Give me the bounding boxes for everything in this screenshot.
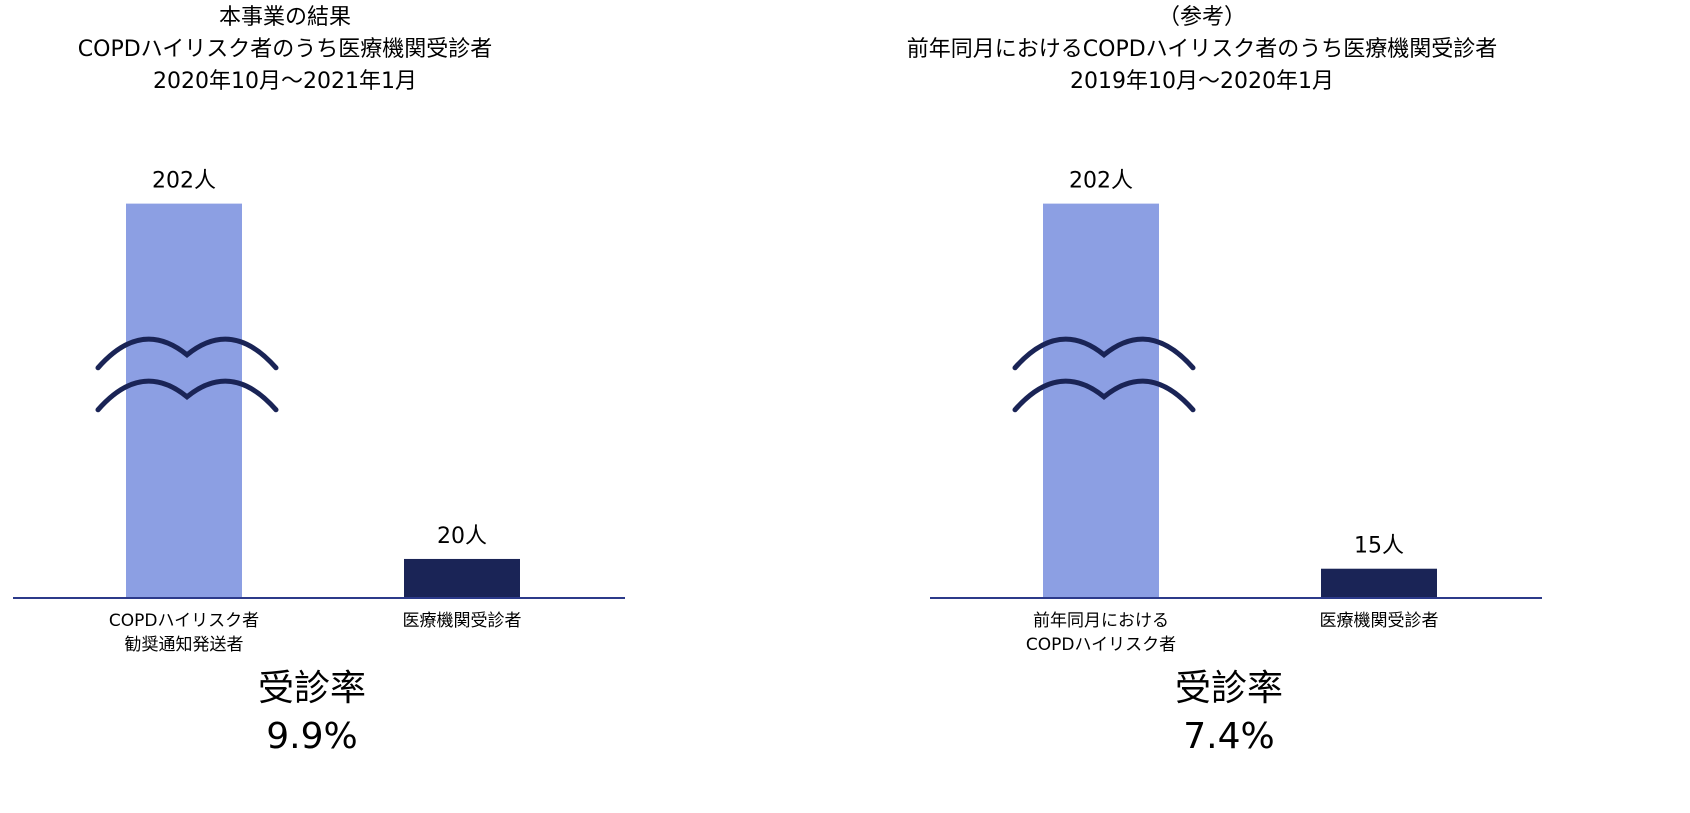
- x-tick-label: COPDハイリスク者勧奨通知発送者: [109, 611, 259, 655]
- value-label: 202人: [1069, 169, 1133, 194]
- x-tick-label: 医療機関受診者: [403, 611, 522, 631]
- chart-title: （参考）前年同月におけるCOPDハイリスク者のうち医療機関受診者 2019年10月…: [907, 5, 1497, 94]
- annotation-title: 受診率: [258, 668, 366, 709]
- annotation-value: 9.9%: [266, 716, 357, 757]
- value-label: 15人: [1354, 534, 1404, 559]
- bar: [404, 558, 520, 598]
- bar: [126, 203, 242, 598]
- axis-breaks: [95, 336, 1196, 413]
- break-wave: [95, 336, 279, 371]
- value-label: 20人: [437, 524, 487, 549]
- bar: [1321, 568, 1437, 598]
- bar: [1043, 203, 1159, 598]
- break-wave: [1012, 378, 1196, 413]
- chart-title: 本事業の結果 COPDハイリスク者のうち医療機関受診者 2020年10月～2021年…: [78, 5, 492, 94]
- annotation-value: 7.4%: [1183, 716, 1274, 757]
- x-tick-label: 医療機関受診者: [1320, 611, 1439, 631]
- break-wave: [95, 378, 279, 413]
- value-label: 202人: [152, 169, 216, 194]
- marks: 本事業の結果 COPDハイリスク者のうち医療機関受診者 2020年10月～2021年…: [13, 5, 1542, 757]
- x-tick-label: 前年同月における COPDハイリスク者: [1026, 611, 1176, 655]
- annotation-title: 受診率: [1175, 668, 1283, 709]
- break-wave: [1012, 336, 1196, 371]
